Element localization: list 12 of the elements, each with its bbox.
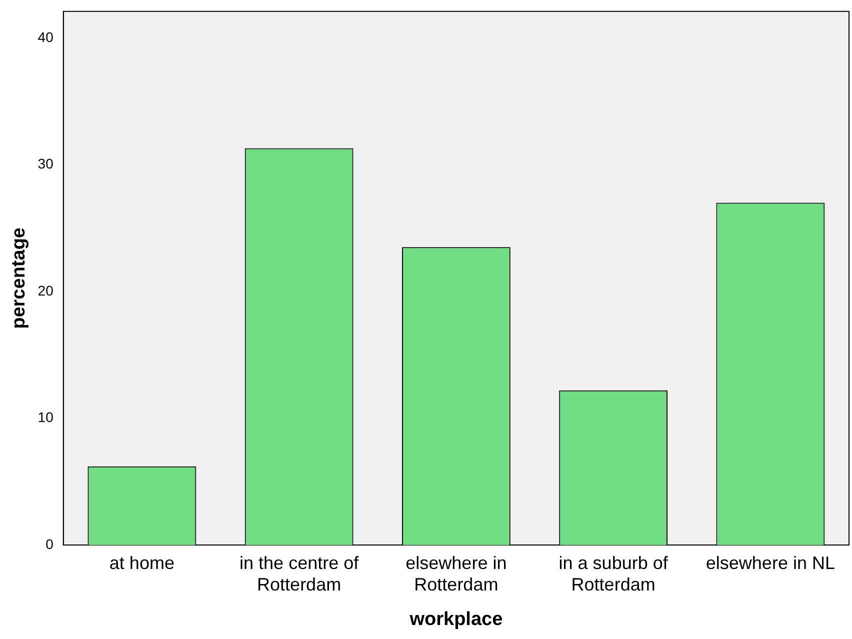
y-tick-label: 10: [38, 409, 54, 426]
x-tick-label: in a suburb of Rotterdam: [558, 552, 669, 594]
y-axis-title: percentage: [8, 228, 30, 329]
y-tick-label: 30: [38, 156, 54, 172]
x-axis-title: workplace: [408, 608, 503, 630]
y-tick-label: 40: [38, 28, 54, 45]
y-tick-label: 0: [46, 536, 54, 552]
x-tick-label: elsewhere in Rotterdam: [406, 552, 507, 594]
y-tick-label: 20: [38, 282, 54, 298]
x-tick-label: at home: [109, 552, 174, 573]
x-tick-label: elsewhere in NL: [706, 552, 835, 573]
x-tick-label: in the centre of Rotterdam: [240, 552, 360, 594]
